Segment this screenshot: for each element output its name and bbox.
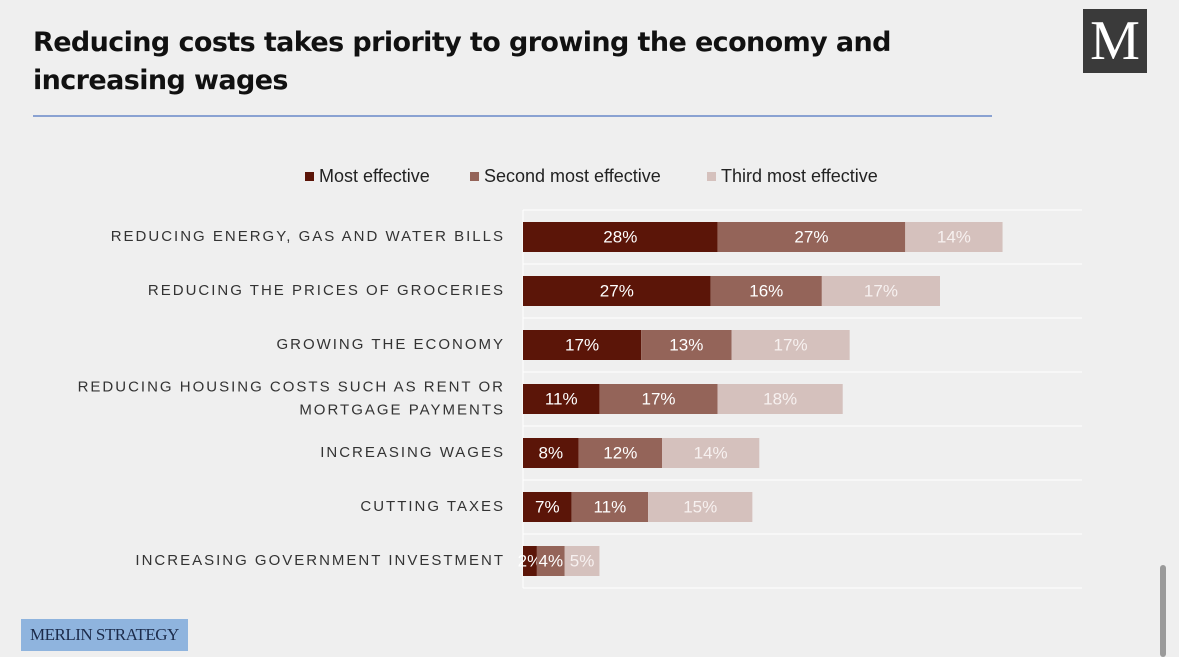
data-label-reducing-energy-gas-and-water-bills-third-most-effective: 14% [937, 227, 971, 246]
data-label-increasing-government-investment-third-most-effective: 5% [570, 551, 595, 570]
chart-title: Reducing costs takes priority to growing… [33, 27, 892, 96]
legend-item-third-most-effective: Third most effective [707, 166, 878, 187]
legend-item-most-effective: Most effective [305, 166, 430, 187]
brand-label: MERLIN STRATEGY [21, 619, 188, 651]
data-label-reducing-energy-gas-and-water-bills-most-effective: 28% [603, 227, 637, 246]
bar-cutting-taxes-second-most-effective [571, 492, 649, 522]
data-label-reducing-the-prices-of-groceries-third-most-effective: 17% [864, 281, 898, 300]
data-label-increasing-government-investment-most-effective: 2% [518, 551, 543, 570]
bar-reducing-energy-gas-and-water-bills-most-effective [523, 222, 718, 252]
category-label-reducing-housing-costs-such-as-rent-or-mortgage-payments: REDUCING HOUSING COSTS SUCH AS RENT OR [78, 378, 505, 395]
category-label-growing-the-economy: GROWING THE ECONOMY [276, 336, 505, 353]
chart-legend: Most effective Second most effective Thi… [0, 166, 1179, 190]
category-label-reducing-the-prices-of-groceries: REDUCING THE PRICES OF GROCERIES [148, 282, 505, 299]
bar-increasing-wages-most-effective [523, 438, 579, 468]
data-label-growing-the-economy-third-most-effective: 17% [774, 335, 808, 354]
category-label-increasing-wages: INCREASING WAGES [320, 444, 505, 461]
bar-reducing-housing-costs-such-as-rent-or-mortgage-payments-second-most-effective [599, 384, 718, 414]
data-label-cutting-taxes-second-most-effective: 11% [593, 497, 626, 516]
bar-reducing-the-prices-of-groceries-second-most-effective [710, 276, 822, 306]
bar-growing-the-economy-third-most-effective [731, 330, 850, 360]
data-label-growing-the-economy-second-most-effective: 13% [669, 335, 703, 354]
data-label-increasing-government-investment-second-most-effective: 4% [539, 551, 564, 570]
legend-item-second-most-effective: Second most effective [470, 166, 661, 187]
bar-increasing-government-investment-second-most-effective [536, 546, 565, 576]
data-label-reducing-housing-costs-such-as-rent-or-mortgage-payments-second-most-effective: 17% [642, 389, 676, 408]
data-label-increasing-wages-second-most-effective: 12% [603, 443, 637, 462]
legend-label-second-most-effective: Second most effective [484, 166, 661, 186]
bar-increasing-government-investment-third-most-effective [564, 546, 600, 576]
data-label-reducing-housing-costs-such-as-rent-or-mortgage-payments-third-most-effective: 18% [763, 389, 797, 408]
data-label-growing-the-economy-most-effective: 17% [565, 335, 599, 354]
data-label-increasing-wages-most-effective: 8% [539, 443, 564, 462]
merlin-logo: M [1083, 9, 1147, 73]
data-label-increasing-wages-third-most-effective: 14% [694, 443, 728, 462]
data-label-reducing-energy-gas-and-water-bills-second-most-effective: 27% [794, 227, 828, 246]
legend-swatch-second-most-effective [470, 172, 479, 181]
legend-swatch-most-effective [305, 172, 314, 181]
bar-increasing-wages-third-most-effective [662, 438, 760, 468]
data-label-reducing-the-prices-of-groceries-second-most-effective: 16% [749, 281, 783, 300]
bar-reducing-the-prices-of-groceries-most-effective [523, 276, 711, 306]
bar-reducing-energy-gas-and-water-bills-second-most-effective [717, 222, 906, 252]
data-label-cutting-taxes-third-most-effective: 15% [683, 497, 717, 516]
bar-reducing-the-prices-of-groceries-third-most-effective [821, 276, 940, 306]
title-divider [33, 115, 992, 117]
bar-growing-the-economy-most-effective [523, 330, 642, 360]
category-label-increasing-government-investment: INCREASING GOVERNMENT INVESTMENT [135, 552, 505, 569]
scrollbar[interactable] [1160, 565, 1166, 657]
data-label-reducing-the-prices-of-groceries-most-effective: 27% [600, 281, 634, 300]
bar-reducing-housing-costs-such-as-rent-or-mortgage-payments-most-effective [523, 384, 600, 414]
legend-label-third-most-effective: Third most effective [721, 166, 878, 186]
data-label-reducing-housing-costs-such-as-rent-or-mortgage-payments-most-effective: 11% [545, 389, 578, 408]
legend-label-most-effective: Most effective [319, 166, 430, 186]
bar-reducing-housing-costs-such-as-rent-or-mortgage-payments-third-most-effective [717, 384, 843, 414]
data-label-cutting-taxes-most-effective: 7% [535, 497, 560, 516]
category-label-reducing-housing-costs-such-as-rent-or-mortgage-payments: MORTGAGE PAYMENTS [299, 401, 505, 418]
category-label-cutting-taxes: CUTTING TAXES [360, 498, 505, 515]
bar-increasing-wages-second-most-effective [578, 438, 662, 468]
bar-reducing-energy-gas-and-water-bills-third-most-effective [905, 222, 1003, 252]
bar-growing-the-economy-second-most-effective [641, 330, 732, 360]
bar-cutting-taxes-most-effective [523, 492, 572, 522]
bar-increasing-government-investment-most-effective [523, 546, 537, 576]
legend-swatch-third-most-effective [707, 172, 716, 181]
bar-cutting-taxes-third-most-effective [648, 492, 753, 522]
category-label-reducing-energy-gas-and-water-bills: REDUCING ENERGY, GAS AND WATER BILLS [111, 228, 505, 245]
